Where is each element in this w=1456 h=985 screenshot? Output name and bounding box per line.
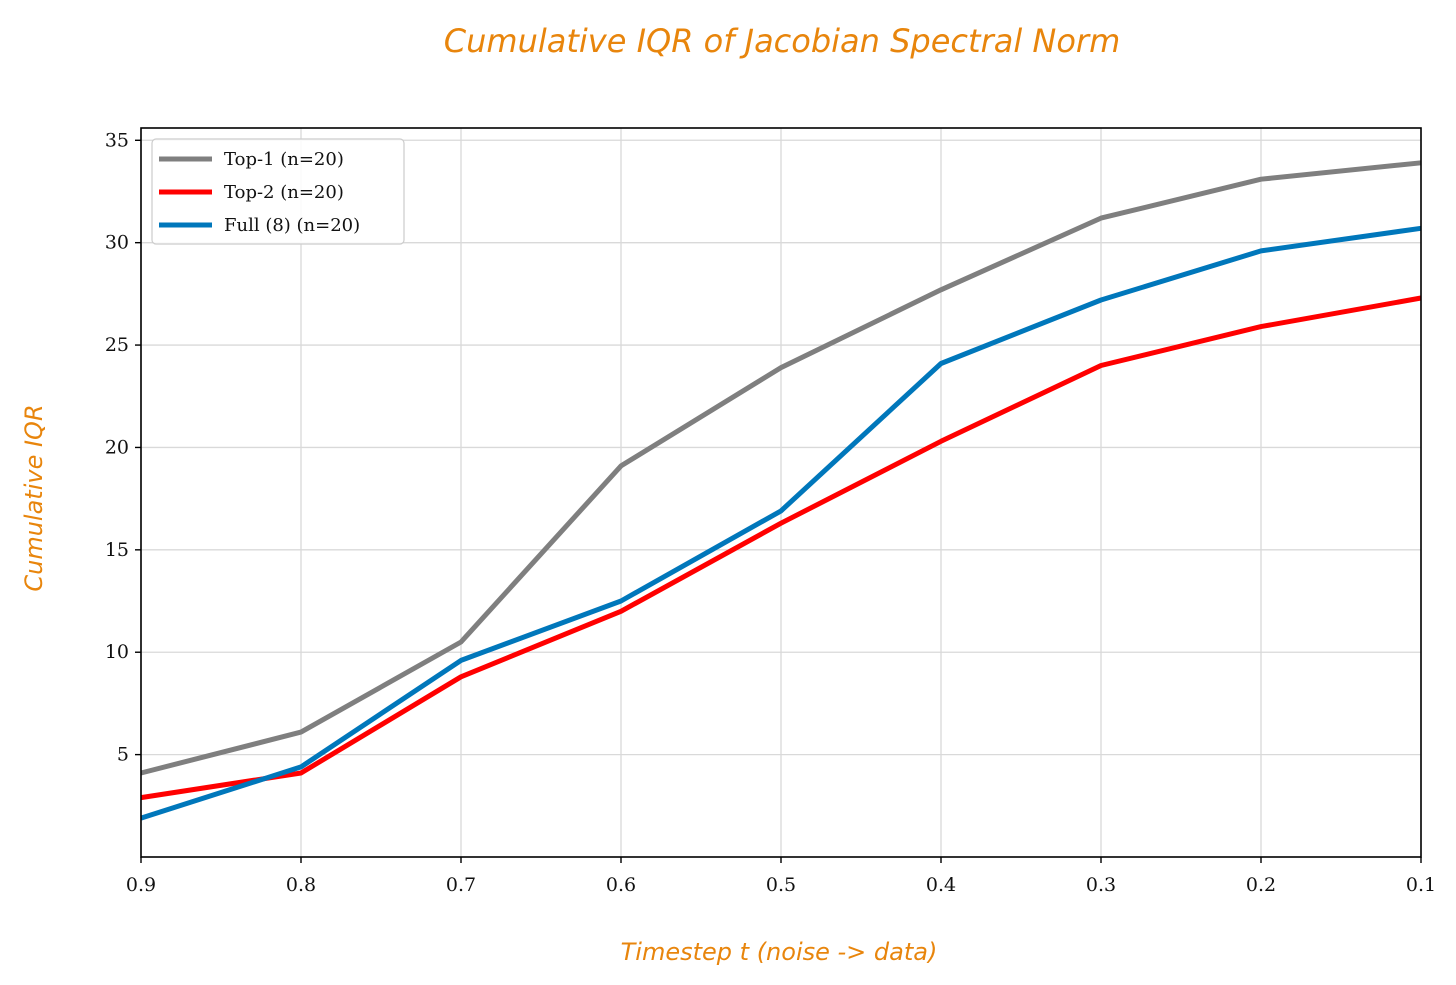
y-axis-label: Cumulative IQR	[20, 404, 48, 591]
y-tick-label: 20	[105, 436, 129, 458]
y-tick-label: 5	[117, 744, 129, 766]
x-tick-label: 0.6	[606, 874, 636, 896]
series-lines	[140, 160, 1422, 821]
legend: Top-1 (n=20) Top-2 (n=20) Full (8) (n=20)	[151, 138, 405, 245]
series-line-1	[140, 160, 1422, 776]
chart-title: Cumulative IQR of Jacobian Spectral Norm	[444, 22, 1120, 60]
series-line-2	[140, 295, 1422, 801]
y-tick-label: 30	[105, 232, 129, 254]
x-tick-label: 0.5	[766, 874, 796, 896]
x-tick-label: 0.2	[1246, 874, 1276, 896]
y-tick-label: 35	[105, 129, 129, 151]
series-line-3	[140, 225, 1422, 821]
legend-entry: Full (8) (n=20)	[224, 215, 360, 236]
grid	[140, 128, 1422, 857]
y-tick-label: 15	[105, 539, 129, 561]
axis-ticks: 0.9 0.8 0.7 0.6 0.5 0.4 0.3 0.2 0.1 5 10 15 20 25 30 35	[105, 129, 1436, 896]
x-tick-label: 0.7	[446, 874, 476, 896]
x-axis-label: Timestep t (noise -> data)	[621, 938, 938, 966]
x-tick-label: 0.4	[926, 874, 956, 896]
y-tick-label: 10	[105, 641, 129, 663]
x-tick-label: 0.3	[1086, 874, 1116, 896]
legend-entry: Top-2 (n=20)	[224, 182, 344, 203]
legend-box	[151, 138, 405, 245]
legend-entry: Top-1 (n=20)	[224, 149, 344, 170]
y-tick-label: 25	[105, 334, 129, 356]
x-tick-label: 0.9	[126, 874, 156, 896]
x-tick-label: 0.8	[286, 874, 316, 896]
x-tick-label: 0.1	[1406, 874, 1436, 896]
